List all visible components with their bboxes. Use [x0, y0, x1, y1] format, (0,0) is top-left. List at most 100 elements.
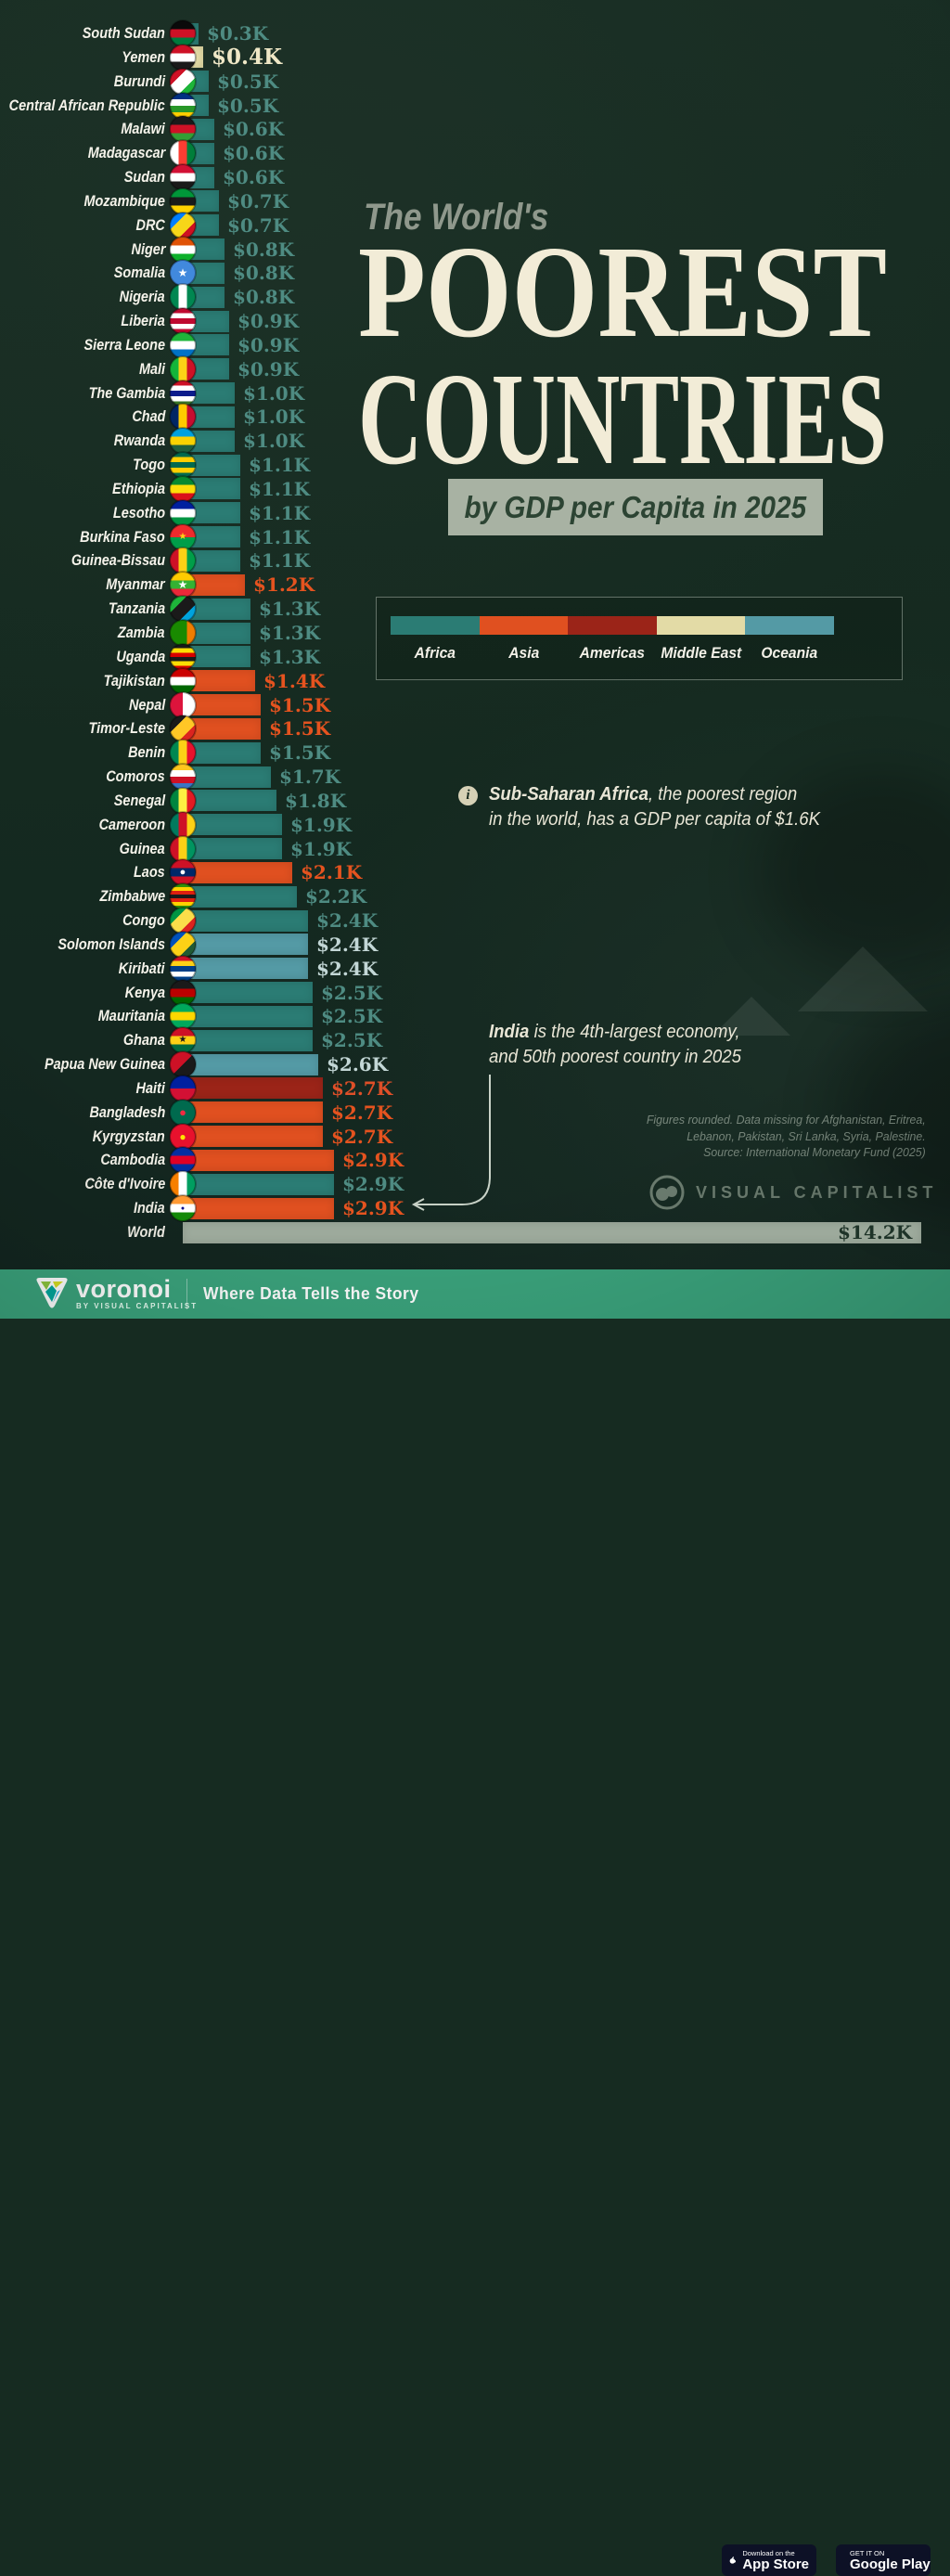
app-store-badge[interactable]: Download on the App Store — [722, 2544, 816, 2576]
country-label: World — [127, 1223, 165, 1241]
country-flag-icon — [170, 908, 196, 934]
country-label: Zambia — [118, 624, 165, 641]
legend-swatches — [391, 616, 834, 635]
country-flag-icon — [170, 140, 196, 167]
country-label: South Sudan — [82, 24, 165, 42]
gdp-value: $0.6K — [223, 142, 285, 165]
gdp-value: $1.7K — [279, 766, 341, 789]
gdp-bar — [183, 1149, 334, 1171]
gdp-value: $0.9K — [238, 333, 300, 356]
gdp-value: $0.8K — [233, 238, 295, 261]
country-label: Cameroon — [98, 815, 165, 833]
app-store-small-text: Download on the — [742, 2548, 795, 2557]
country-label: Lesotho — [112, 503, 165, 522]
gdp-bar — [183, 885, 297, 908]
gdp-bar — [183, 1005, 313, 1027]
gdp-value: $1.9K — [290, 813, 353, 836]
country-label: Cambodia — [100, 1151, 165, 1169]
country-label: Mali — [138, 359, 165, 378]
title-kicker: The World's — [364, 197, 549, 238]
country-label: Nigeria — [120, 288, 165, 306]
gdp-value: $0.5K — [217, 70, 279, 93]
voronoi-brand: voronoi BY VISUAL CAPITALIST — [33, 1276, 198, 1311]
country-label: Ethiopia — [111, 479, 165, 497]
gdp-value: $2.7K — [331, 1101, 393, 1124]
country-label: Mauritania — [97, 1007, 165, 1025]
country-flag-icon: ● — [170, 1123, 196, 1150]
country-flag-icon — [170, 667, 196, 694]
gdp-value: $2.4K — [316, 957, 379, 980]
footer-divider — [186, 1279, 187, 1309]
country-flag-icon — [170, 1051, 196, 1078]
annotation-text: in the world, has a GDP per capita of $1… — [489, 809, 821, 830]
gdp-value: $0.6K — [223, 118, 285, 141]
country-flag-icon — [170, 499, 196, 526]
country-label: Chad — [131, 407, 165, 426]
flag-emblem: ● — [179, 1129, 186, 1143]
country-label: Mozambique — [83, 191, 165, 210]
country-flag-icon — [170, 20, 196, 46]
info-icon: i — [458, 786, 478, 805]
gdp-value: $0.6K — [223, 166, 285, 189]
country-flag-icon — [170, 308, 196, 335]
gdp-value: $1.5K — [269, 717, 331, 741]
legend-label-oceania: Oceania — [761, 644, 818, 662]
country-flag-icon — [170, 44, 196, 71]
country-label: Timor-Leste — [88, 719, 165, 738]
gdp-value: $0.8K — [233, 286, 295, 309]
google-play-badge[interactable]: GET IT ON Google Play — [836, 2544, 931, 2576]
gdp-bar — [183, 958, 308, 980]
gdp-value: $1.9K — [290, 837, 353, 860]
page-title-line1: POOREST — [358, 218, 888, 365]
country-flag-icon — [170, 740, 196, 766]
gdp-value: $1.2K — [253, 573, 315, 597]
country-flag-icon — [170, 212, 196, 238]
country-flag-icon — [170, 1075, 196, 1101]
gdp-value: $2.9K — [342, 1197, 404, 1220]
country-flag-icon — [170, 787, 196, 814]
country-flag-icon — [170, 475, 196, 502]
gdp-value: $0.4K — [212, 44, 283, 70]
flag-emblem: ● — [180, 1204, 186, 1212]
country-label: India — [134, 1199, 165, 1217]
annotation-text: and 50th poorest country in 2025 — [489, 1047, 741, 1067]
country-flag-icon — [170, 979, 196, 1006]
country-flag-icon — [170, 164, 196, 191]
footer-tagline: Where Data Tells the Story — [203, 1284, 419, 1303]
country-label: Burkina Faso — [80, 527, 165, 546]
country-label: Central African Republic — [8, 96, 165, 114]
country-flag-icon — [170, 764, 196, 791]
footnote-line: Lebanon, Pakistan, Sri Lanka, Syria, Pal… — [687, 1128, 926, 1143]
country-flag-icon — [170, 331, 196, 358]
flag-emblem: ★ — [178, 1035, 187, 1046]
visual-capitalist-brand: VISUAL CAPITALIST — [649, 1175, 937, 1210]
flag-emblem: ● — [179, 866, 186, 878]
country-flag-icon — [170, 187, 196, 214]
legend-swatch-middle-east — [656, 616, 746, 635]
country-label: Rwanda — [113, 431, 165, 450]
country-label: Ghana — [123, 1031, 165, 1050]
country-label: Nepal — [128, 695, 165, 714]
country-label: Togo — [133, 456, 165, 474]
flag-emblem: ★ — [177, 578, 188, 592]
gdp-value: $2.9K — [342, 1149, 404, 1172]
country-label: Madagascar — [87, 144, 165, 162]
country-flag-icon — [170, 596, 196, 623]
gdp-value: $1.1K — [249, 454, 311, 477]
gdp-value: $0.8K — [233, 262, 295, 285]
gdp-value-world: $14.2K — [837, 1220, 912, 1243]
footnote-line: Source: International Monetary Fund (202… — [703, 1145, 926, 1159]
gdp-value: $0.3K — [207, 22, 269, 45]
gdp-value: $1.3K — [259, 598, 321, 621]
gdp-bar — [183, 766, 271, 788]
country-label: Papua New Guinea — [44, 1055, 165, 1074]
country-flag-icon: ● — [170, 1195, 196, 1222]
gdp-value: $2.6K — [327, 1053, 389, 1076]
region-legend: Africa Asia Americas Middle East Oceania — [376, 597, 903, 680]
gdp-bar — [183, 1173, 334, 1195]
gdp-value: $2.1K — [301, 861, 363, 884]
gdp-value: $1.1K — [249, 549, 311, 573]
country-label: Yemen — [122, 47, 165, 66]
gdp-bar-chart: South Sudan $0.3K Yemen $0.4K Burundi $0.5K Ce… — [8, 20, 921, 1243]
country-label: Burundi — [113, 71, 165, 90]
